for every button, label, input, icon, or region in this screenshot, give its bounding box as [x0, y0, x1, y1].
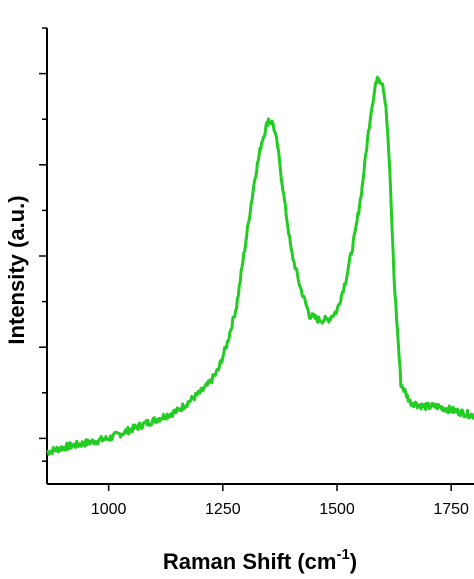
y-tick-group — [39, 27, 47, 462]
spectrum-line — [46, 75, 474, 456]
x-tick-label: 1250 — [205, 501, 241, 518]
x-axis-title-superscript: -1 — [336, 546, 349, 563]
y-axis-title: Intensity (a.u.) — [4, 195, 29, 344]
x-axis-title-close: ) — [350, 549, 357, 574]
x-tick-label: 1750 — [433, 501, 469, 518]
x-tick-group: 1000 1250 1500 1750 — [91, 484, 469, 518]
x-axis-title: Raman Shift (cm-1) — [163, 546, 357, 574]
x-tick-label: 1000 — [91, 501, 127, 518]
plot-area: 1000 1250 1500 1750 — [39, 27, 474, 518]
x-tick-label: 1500 — [319, 501, 355, 518]
series-group — [46, 75, 474, 456]
x-axis-title-main: Raman Shift (cm — [163, 549, 337, 574]
